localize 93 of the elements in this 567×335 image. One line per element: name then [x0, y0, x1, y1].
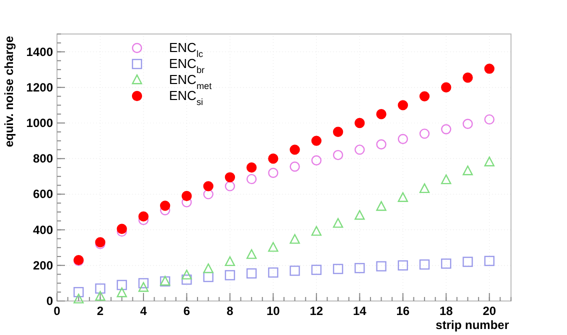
point — [182, 190, 192, 202]
point — [290, 144, 300, 155]
x-tick-label: 8 — [226, 304, 234, 318]
point — [138, 278, 149, 288]
x-tick-label: 16 — [396, 304, 410, 318]
point — [290, 266, 300, 276]
point — [354, 144, 365, 155]
point — [203, 263, 214, 274]
point — [354, 262, 365, 274]
point — [376, 201, 386, 211]
point — [441, 258, 452, 269]
point — [268, 242, 278, 252]
point — [224, 256, 236, 266]
point — [203, 189, 214, 200]
point — [484, 64, 494, 74]
point — [116, 224, 127, 234]
x-tick-label: 4 — [140, 304, 148, 318]
point — [332, 218, 344, 228]
point — [246, 268, 257, 279]
point — [419, 128, 430, 139]
point — [224, 270, 236, 280]
point — [116, 280, 127, 290]
point — [398, 260, 408, 270]
point — [462, 166, 473, 176]
x-tick-label: 12 — [310, 304, 324, 318]
point — [74, 287, 84, 298]
x-tick-label: 14 — [352, 304, 367, 318]
x-tick-label: 6 — [183, 304, 190, 318]
x-tick-label: 20 — [482, 304, 496, 318]
x-axis-title: strip number — [436, 318, 510, 332]
point — [268, 267, 278, 278]
point — [484, 156, 494, 166]
y-tick-label: 1200 — [26, 80, 54, 94]
point — [332, 126, 344, 137]
point — [376, 139, 386, 150]
point — [138, 211, 149, 222]
point — [224, 172, 236, 182]
point — [203, 181, 214, 192]
point — [484, 114, 494, 125]
point — [376, 261, 386, 272]
point — [246, 174, 257, 184]
point — [311, 155, 322, 166]
y-tick-label: 800 — [32, 152, 54, 166]
legend-label: ENC$_{br}$ — [169, 56, 205, 75]
point — [354, 210, 365, 220]
y-tick-label: 200 — [32, 258, 54, 272]
point — [462, 72, 473, 83]
point — [268, 154, 278, 164]
legend-label: ENC$_{met}$ — [169, 72, 212, 91]
point — [268, 168, 278, 178]
point — [246, 162, 257, 173]
point — [419, 183, 430, 194]
y-tick-label: 400 — [32, 222, 54, 237]
point — [419, 259, 430, 270]
point — [398, 134, 408, 144]
point — [441, 174, 452, 184]
point — [311, 264, 322, 275]
point — [311, 226, 322, 236]
point — [311, 136, 322, 146]
point — [182, 270, 192, 280]
y-tick-label: 0 — [46, 294, 54, 308]
point — [182, 274, 192, 285]
point — [116, 287, 127, 298]
point — [441, 82, 452, 92]
legend-label: ENC$_{lc}$ — [169, 40, 204, 59]
point — [224, 181, 236, 192]
point — [398, 100, 408, 110]
point — [419, 91, 430, 102]
x-tick-label: 10 — [266, 304, 280, 318]
y-tick-label: 1000 — [26, 116, 54, 130]
x-tick-label: 18 — [439, 304, 454, 318]
point — [290, 234, 300, 244]
y-tick-label: 1400 — [26, 44, 54, 59]
x-tick-label: 2 — [96, 304, 104, 318]
point — [138, 282, 149, 292]
point — [95, 291, 106, 301]
point — [95, 283, 106, 294]
y-tick-label: 600 — [32, 187, 54, 202]
point — [484, 256, 494, 266]
point — [441, 124, 452, 134]
point — [74, 294, 84, 304]
point — [246, 249, 257, 259]
point — [462, 118, 473, 129]
point — [376, 109, 386, 120]
point — [398, 192, 408, 202]
point — [354, 118, 365, 128]
point — [462, 256, 473, 267]
point — [290, 162, 300, 172]
point — [160, 200, 170, 211]
legend-label: ENC$_{si}$ — [169, 88, 204, 107]
point — [332, 150, 344, 160]
point — [332, 264, 344, 274]
y-axis-title: equiv. noise charge — [2, 36, 16, 148]
